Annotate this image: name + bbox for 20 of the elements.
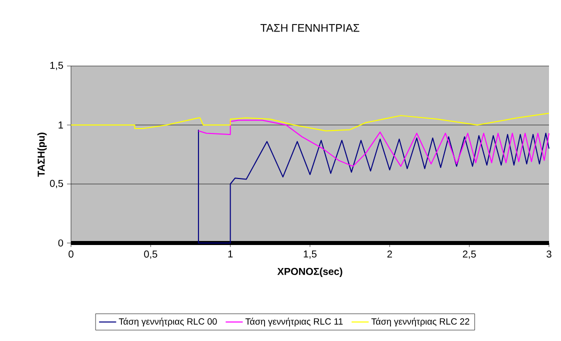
x-tick-label: 2,5 [462, 250, 476, 259]
x-tick-label: 3 [546, 250, 552, 258]
y-axis-title: ΤΑΣΗ(pu) [37, 132, 47, 177]
y-tick-label: 1,5 [50, 62, 64, 70]
x-tick-label: 1,5 [304, 250, 317, 259]
x-tick-label: 2 [387, 250, 392, 258]
y-tick-label: 1 [58, 122, 63, 128]
y-tick-label: 0 [58, 239, 64, 247]
x-tick-label: 0 [68, 250, 74, 258]
line-series [70, 112, 550, 132]
line-series [198, 120, 550, 167]
x-axis-title: ΧΡΟΝΟΣ(sec) [277, 268, 342, 277]
chart-title: ΤΑΣΗ ΓΕΝΝΗΤΡΙΑΣ [260, 24, 360, 32]
legend-label: Τάση γεννήτριας RLC 22 [371, 318, 470, 326]
legend-label: Τάση γεννήτριας RLC 11 [245, 318, 343, 326]
legend-label: Τάση γεννήτριας RLC 00 [118, 318, 217, 326]
x-tick-label: 0,5 [144, 250, 158, 259]
y-tick-label: 0,5 [50, 180, 64, 188]
x-tick-label: 1 [228, 250, 233, 258]
line-series [198, 129, 550, 244]
